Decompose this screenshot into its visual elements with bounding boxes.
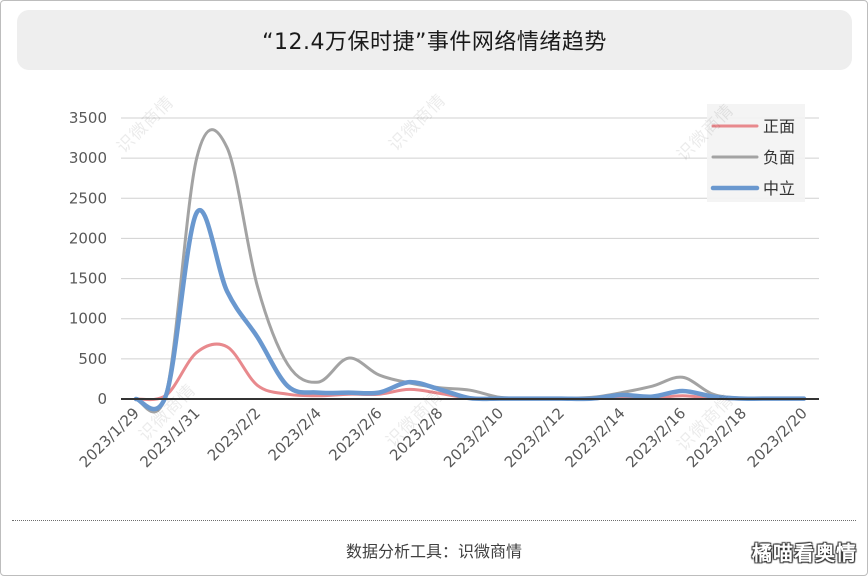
- x-tick-label: 2023/2/4: [265, 404, 325, 464]
- x-tick-label: 2023/2/2: [204, 404, 264, 464]
- x-tick-label: 2023/1/31: [136, 404, 203, 471]
- x-tick-label: 2023/2/10: [440, 404, 507, 471]
- source-footer: 数据分析工具：识微商情: [345, 542, 522, 561]
- x-tick-label: 2023/2/20: [744, 404, 811, 471]
- legend-label: 负面: [763, 148, 795, 167]
- corner-watermark: 橘喵看奥情: [752, 541, 857, 565]
- series-line-neutral: [133, 207, 807, 412]
- y-tick-label: 0: [97, 390, 107, 408]
- y-tick-label: 3000: [69, 149, 107, 167]
- x-tick-label: 2023/1/29: [76, 404, 143, 471]
- footer-divider: [12, 520, 856, 521]
- x-tick-label: 2023/2/16: [622, 404, 689, 471]
- legend-label: 中立: [763, 179, 795, 198]
- y-tick-label: 3500: [69, 109, 107, 127]
- x-tick-label: 2023/2/18: [683, 404, 750, 471]
- legend-box: [707, 104, 805, 202]
- chart-title: “12.4万保时捷”事件网络情绪趋势: [262, 30, 607, 55]
- x-tick-label: 2023/2/8: [386, 404, 446, 464]
- line-chart: 05001000150020002500300035002023/1/29202…: [69, 104, 819, 471]
- legend-label: 正面: [763, 117, 795, 136]
- y-tick-label: 2000: [69, 229, 107, 247]
- x-tick-label: 2023/2/14: [562, 404, 629, 471]
- series-line-negative: [134, 128, 806, 414]
- title-banner: “12.4万保时捷”事件网络情绪趋势: [17, 10, 852, 70]
- x-tick-label: 2023/2/6: [325, 404, 385, 464]
- y-tick-label: 2500: [69, 189, 107, 207]
- y-tick-label: 500: [78, 350, 107, 368]
- y-tick-label: 1000: [69, 310, 107, 328]
- x-tick-label: 2023/2/12: [501, 404, 568, 471]
- y-tick-label: 1500: [69, 270, 107, 288]
